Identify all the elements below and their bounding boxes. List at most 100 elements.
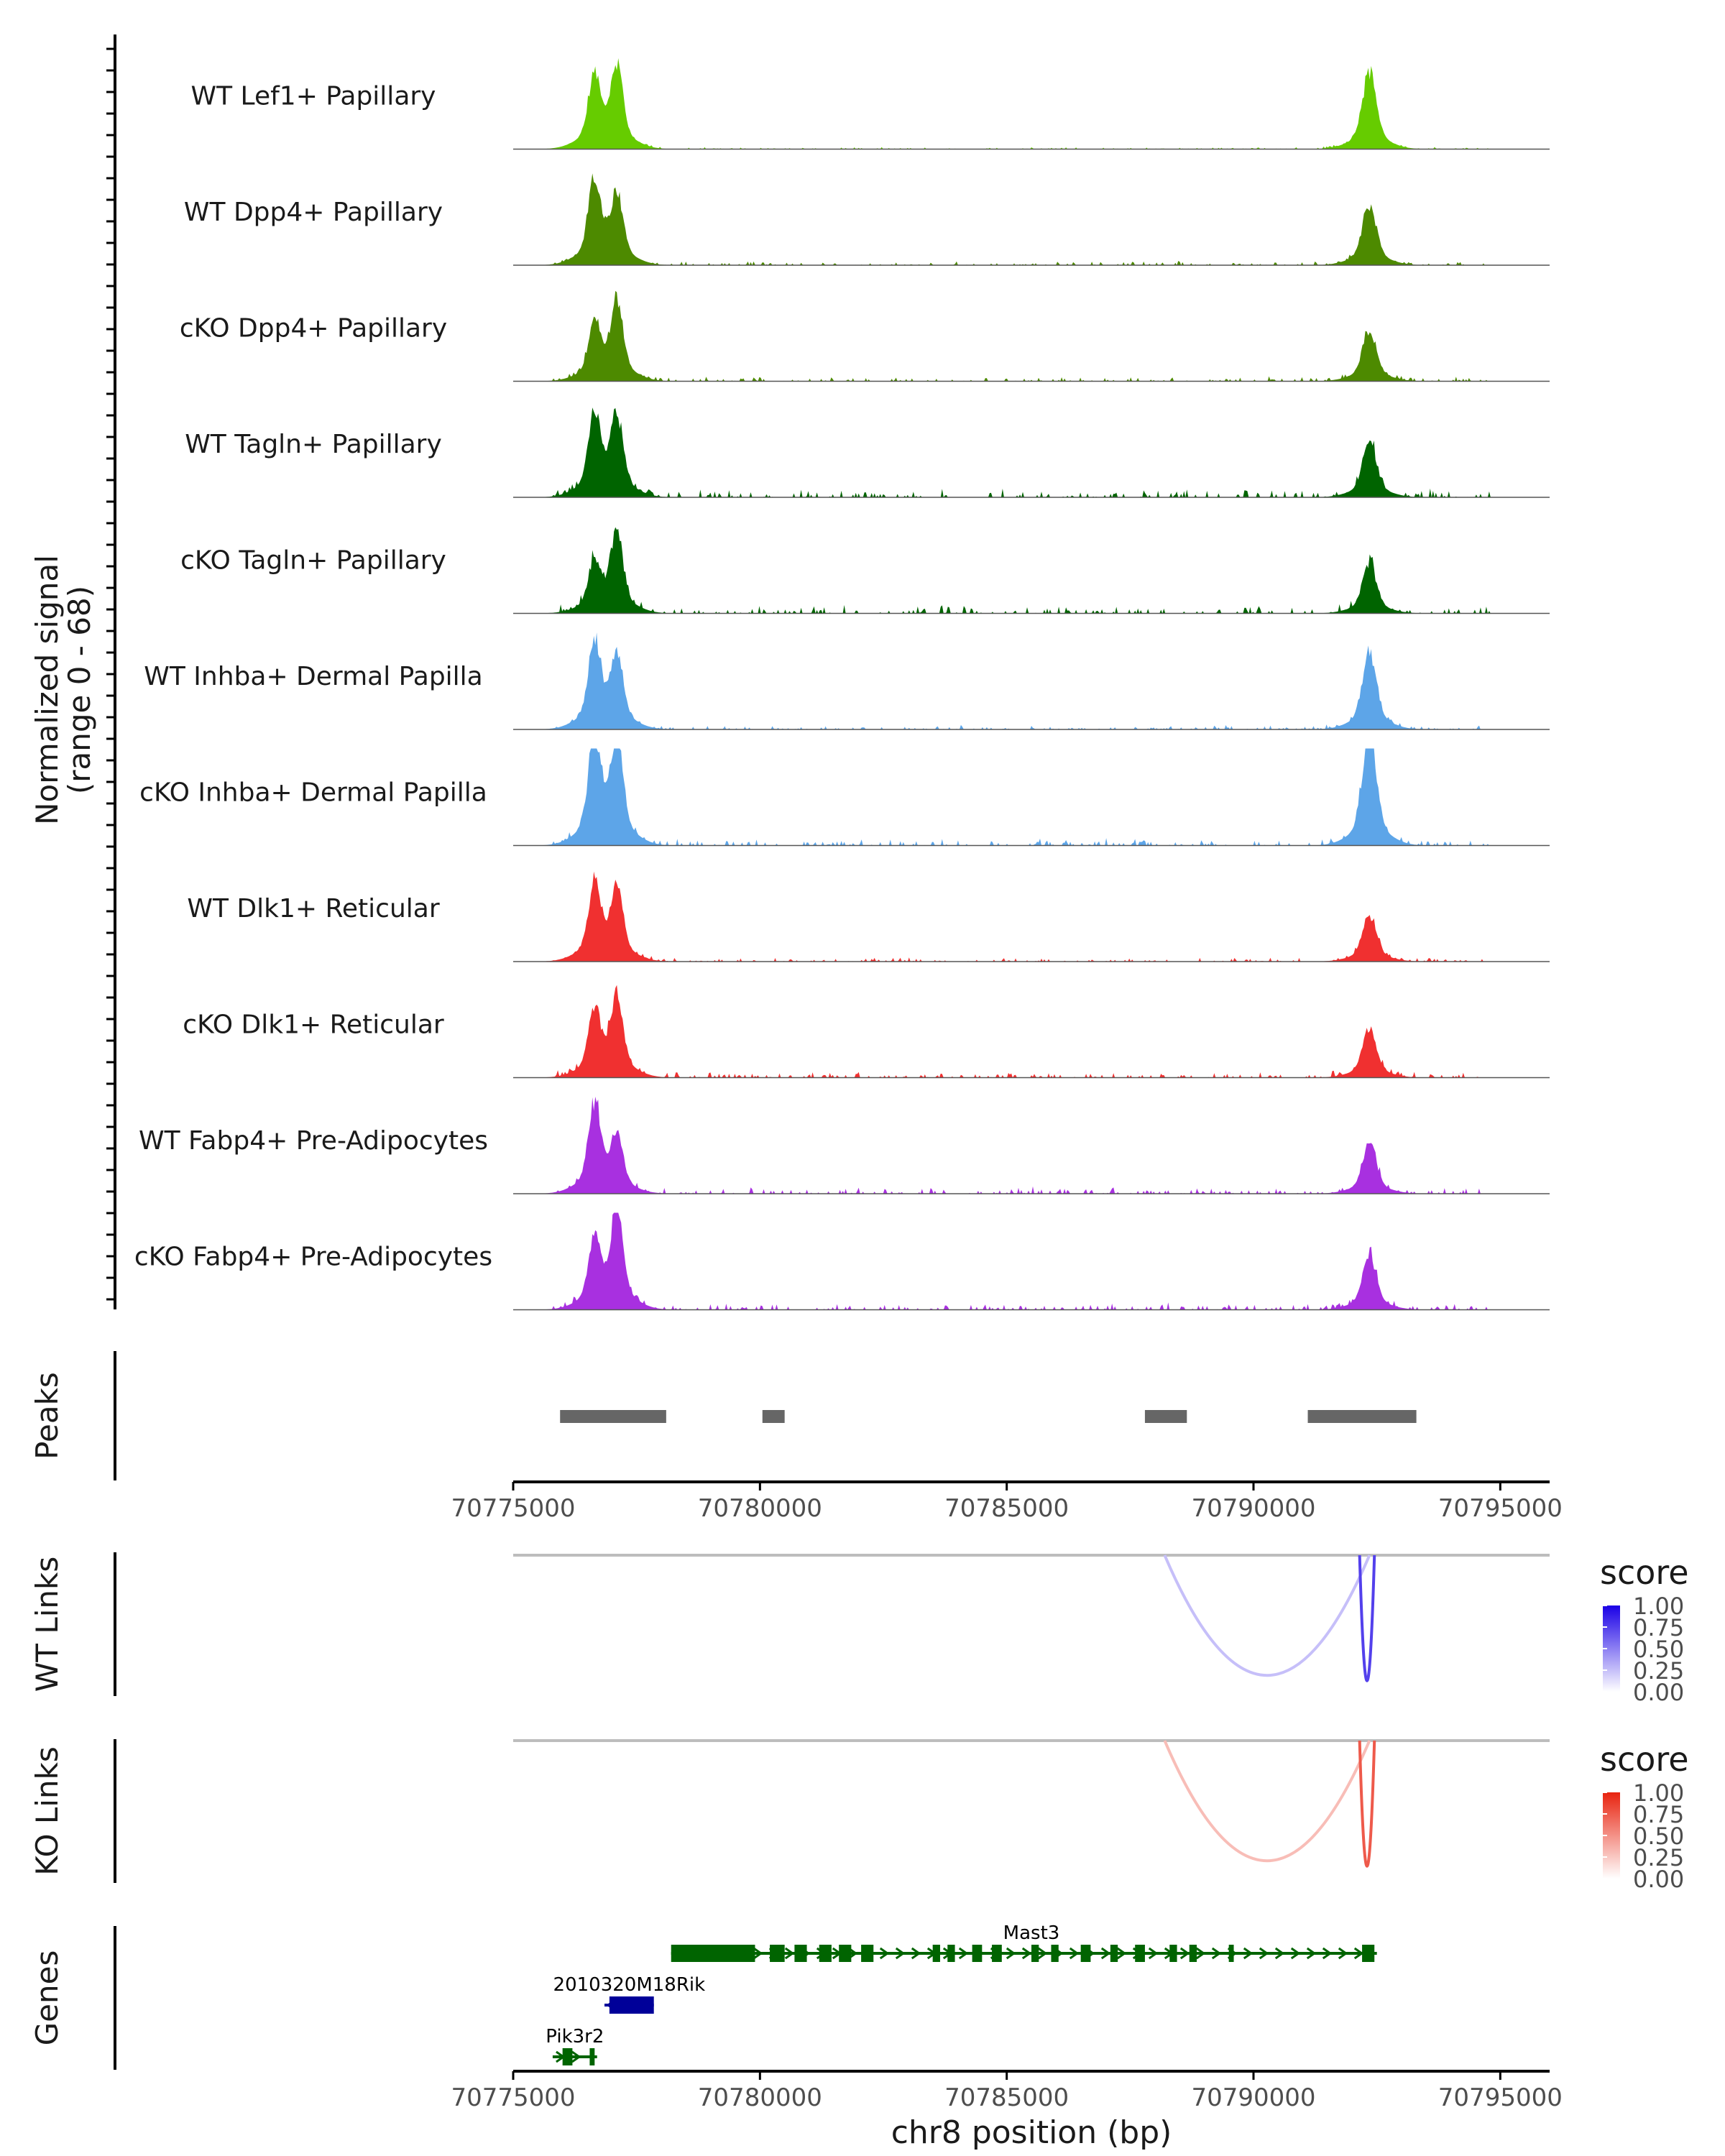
strand-arrow [1132,1947,1143,1960]
genes-track-label: Genes [29,1950,65,2046]
ko-links-legend: score 1.000.750.500.250.00 [1600,1740,1689,1893]
wt-links-legend: score 1.000.750.500.250.00 [1600,1553,1689,1706]
x-axis-title: chr8 position (bp) [891,2114,1172,2151]
x-tick-label: 70775000 [451,2083,575,2112]
strand-arrow [895,1947,906,1960]
gene-exon [1110,1945,1118,1962]
strand-arrow [753,1947,763,1960]
strand-arrow [800,1947,811,1960]
coverage-area [513,173,1550,265]
peak-region [1307,1410,1417,1423]
track-8: cKO Dlk1+ Reticular [183,985,1550,1079]
legend-tick-label: 0.00 [1633,1866,1684,1893]
strand-arrow [1274,1947,1285,1960]
strand-arrow [622,1999,632,2012]
x-tick-label: 70795000 [1438,2083,1563,2112]
strand-arrow [1085,1947,1095,1960]
strand-arrow [926,1947,937,1960]
coverage-area [513,632,1550,729]
wt-legend-ticks: 1.000.750.500.250.00 [1603,1593,1684,1706]
strand-arrow [673,1947,684,1960]
coverage-tracks: WT Lef1+ Papillary WT Dpp4+ Papillary cKO … [134,58,1550,1311]
strand-arrow [737,1947,748,1960]
track-label: WT Inhba+ Dermal Papilla [144,662,482,691]
strand-arrow [1195,1947,1206,1960]
strand-arrow [1211,1947,1222,1960]
track-4: cKO Tagln+ Papillary [180,527,1550,614]
peak-region [1144,1410,1187,1423]
gene-exon [609,1996,654,2014]
coverage-area [513,748,1550,846]
strand-arrow [1021,1947,1032,1960]
x-tick-label: 70775000 [451,1494,575,1523]
peaks-track [560,1410,1417,1423]
genes-track: Mast3 2010320M18Rik Pik3r2 [546,1922,1377,2065]
gene-exon [794,1945,807,1962]
link-arc [1358,1554,1376,1682]
track-label: WT Dlk1+ Reticular [187,894,439,923]
track-label: cKO Fabp4+ Pre-Adipocytes [134,1243,492,1272]
strand-arrow [958,1947,969,1960]
legend-tick-label: 0.50 [1633,1823,1684,1850]
x-tick-label: 70785000 [944,1494,1069,1523]
strand-arrow [847,1947,858,1960]
strand-arrow [879,1947,890,1960]
gene-name-label: Pik3r2 [546,2026,604,2047]
legend-tick-label: 1.00 [1633,1593,1684,1620]
x-tick-label: 70790000 [1191,1494,1315,1523]
strand-arrow [1322,1947,1333,1960]
signal-axis-ticks [106,47,115,1301]
legend-tick-label: 0.25 [1633,1844,1684,1871]
ko-links-label: KO Links [29,1746,65,1876]
gene-exon [1362,1945,1375,1962]
track-2: cKO Dpp4+ Papillary [180,290,1550,382]
strand-arrow [638,1999,648,2012]
legend-tick-label: 0.75 [1633,1801,1684,1828]
strand-arrow [1148,1947,1159,1960]
ko-legend-title: score [1600,1740,1689,1779]
strand-arrow [1290,1947,1301,1960]
x-tick-label: 70780000 [698,1494,822,1523]
strand-arrow [571,2050,581,2063]
link-arc [1358,1740,1376,1868]
strand-arrow [1069,1947,1080,1960]
strand-arrow [689,1947,700,1960]
track-9: WT Fabp4+ Pre-Adipocytes [139,1097,1550,1194]
link-arc [1163,1740,1371,1862]
gene-exon [589,2048,595,2065]
strand-arrow [784,1947,795,1960]
strand-arrow [942,1947,953,1960]
wt-links-track [513,1554,1550,1682]
coverage-area [513,58,1550,149]
x-tick-label: 70795000 [1438,1494,1563,1523]
coverage-area [513,985,1550,1078]
strand-arrow [1037,1947,1048,1960]
strand-arrow [1306,1947,1317,1960]
gene-exon [1051,1945,1059,1962]
strand-arrow [1164,1947,1174,1960]
gene-exon [1189,1945,1197,1962]
legend-tick-label: 1.00 [1633,1779,1684,1807]
track-7: WT Dlk1+ Reticular [187,871,1550,962]
ko-links-track [513,1739,1550,1868]
x-tick-label: 70790000 [1191,2083,1315,2112]
strand-arrow [1259,1947,1269,1960]
track-1: WT Dpp4+ Papillary [184,173,1550,266]
strand-arrow [990,1947,1000,1960]
strand-arrow [1179,1947,1190,1960]
coverage-area [513,871,1550,962]
coverage-area [513,1097,1550,1194]
track-3: WT Tagln+ Papillary [185,407,1550,498]
track-label: WT Tagln+ Papillary [185,430,442,459]
strand-arrow [1243,1947,1254,1960]
coverage-area [513,407,1550,497]
track-label: cKO Dlk1+ Reticular [183,1010,444,1040]
coverage-area [513,527,1550,614]
track-0: WT Lef1+ Papillary [191,58,1550,150]
legend-tick-label: 0.75 [1633,1614,1684,1641]
gene-exon [562,2048,573,2065]
gene-Pik3r2: Pik3r2 [546,2026,604,2065]
coverage-area [513,290,1550,382]
track-10: cKO Fabp4+ Pre-Adipocytes [134,1212,1550,1311]
